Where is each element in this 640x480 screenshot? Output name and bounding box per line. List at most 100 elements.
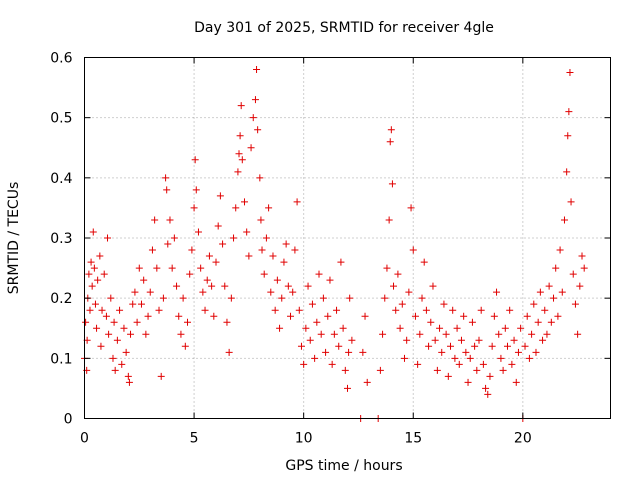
data-point — [497, 354, 505, 362]
data-point — [88, 282, 96, 290]
data-point — [157, 372, 165, 380]
data-point — [383, 264, 391, 272]
data-point — [574, 330, 582, 338]
data-points — [81, 66, 588, 422]
data-point — [409, 246, 417, 254]
data-point — [144, 312, 152, 320]
data-point — [125, 378, 133, 386]
data-point — [177, 330, 185, 338]
data-point — [133, 318, 141, 326]
data-point — [484, 390, 492, 398]
data-point — [159, 294, 167, 302]
data-point — [324, 312, 332, 320]
data-point — [273, 276, 281, 284]
data-point — [155, 306, 163, 314]
data-point — [265, 204, 273, 212]
y-tick-label: 0.3 — [50, 231, 72, 247]
data-point — [403, 336, 411, 344]
data-point — [97, 342, 105, 350]
data-point — [86, 306, 94, 314]
data-point — [118, 360, 126, 368]
y-tick-label: 0.1 — [50, 351, 72, 367]
data-point — [87, 258, 95, 266]
data-point — [191, 156, 199, 164]
data-point — [530, 300, 538, 308]
data-point — [528, 330, 536, 338]
data-point — [447, 342, 455, 350]
data-point — [113, 336, 121, 344]
data-point — [208, 282, 216, 290]
y-axis-label: SRMTID / TECUs — [6, 182, 22, 295]
data-point — [416, 330, 424, 338]
data-point — [473, 366, 481, 374]
data-point — [457, 336, 465, 344]
x-tick-label: 10 — [295, 431, 313, 447]
data-point — [89, 228, 97, 236]
data-point — [451, 354, 459, 362]
data-point — [201, 306, 209, 314]
data-point — [232, 204, 240, 212]
data-point — [260, 270, 268, 278]
data-point — [124, 372, 132, 380]
data-point — [552, 264, 560, 272]
data-point — [267, 288, 275, 296]
data-point — [442, 330, 450, 338]
data-point — [170, 234, 178, 242]
data-point — [85, 270, 93, 278]
data-point — [254, 126, 262, 134]
data-point — [517, 324, 525, 332]
data-point — [129, 300, 137, 308]
x-tick-label: 20 — [514, 431, 532, 447]
data-point — [326, 276, 334, 284]
data-point — [214, 222, 222, 230]
data-point — [407, 204, 415, 212]
data-point — [449, 306, 457, 314]
data-point — [525, 354, 533, 362]
data-point — [578, 252, 586, 260]
data-point — [100, 270, 108, 278]
data-point — [512, 378, 520, 386]
data-point — [199, 288, 207, 296]
data-point — [166, 216, 174, 224]
data-point — [482, 384, 490, 392]
data-point — [339, 324, 347, 332]
y-tick-label: 0.2 — [50, 291, 72, 307]
data-point — [405, 288, 413, 296]
data-point — [475, 336, 483, 344]
data-point — [162, 174, 170, 182]
data-point — [503, 342, 511, 350]
data-point — [414, 360, 422, 368]
data-point — [344, 384, 351, 392]
data-point — [140, 276, 148, 284]
data-point — [514, 348, 522, 356]
data-point — [479, 360, 487, 368]
data-point — [477, 306, 485, 314]
data-point — [235, 150, 243, 158]
data-point — [234, 168, 242, 176]
data-point — [194, 228, 202, 236]
data-point — [541, 306, 549, 314]
data-point — [431, 336, 439, 344]
data-point — [490, 312, 498, 320]
data-point — [563, 168, 571, 176]
data-point — [387, 126, 395, 134]
data-point — [96, 252, 104, 260]
data-point — [488, 342, 496, 350]
data-point — [287, 312, 295, 320]
data-point — [462, 348, 470, 356]
data-point — [521, 342, 529, 350]
data-point — [486, 372, 494, 380]
x-tick-label: 0 — [80, 431, 89, 447]
data-point — [433, 366, 441, 374]
data-point — [569, 270, 577, 278]
data-point — [163, 186, 171, 194]
data-point — [335, 342, 343, 350]
data-point — [151, 216, 159, 224]
data-point — [271, 306, 279, 314]
data-point — [282, 240, 290, 248]
grid — [84, 57, 611, 419]
data-point — [427, 318, 435, 326]
data-point — [390, 282, 398, 290]
y-tick-label: 0.6 — [50, 51, 72, 67]
data-point — [253, 66, 261, 74]
